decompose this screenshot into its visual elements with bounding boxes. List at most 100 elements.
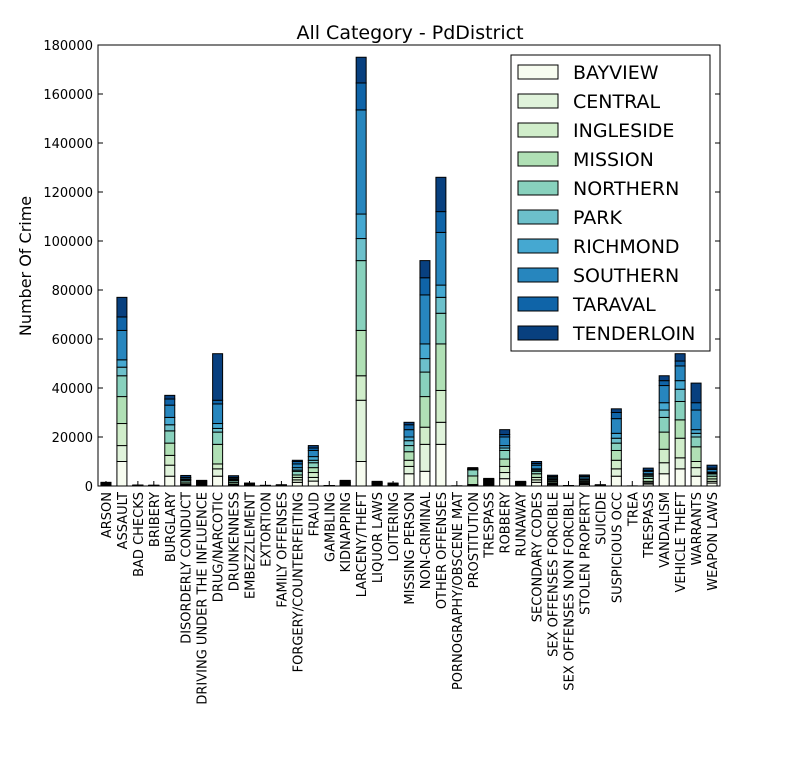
bar-segment — [499, 458, 511, 467]
bar-segment — [467, 469, 479, 477]
y-tick-label: 120000 — [43, 186, 93, 201]
legend-swatch — [517, 267, 559, 283]
x-tick-label: KIDNAPPING — [339, 492, 354, 572]
chart-title: All Category - PdDistrict — [296, 22, 523, 44]
x-tick-label: TREA — [626, 492, 641, 527]
x-tick-label: DRUG/NARCOTIC — [212, 492, 227, 602]
bar-segment — [610, 408, 622, 414]
bar-segment — [164, 398, 176, 406]
bar-segment — [116, 445, 128, 463]
bar-segment — [658, 402, 670, 411]
x-tick-label: SEX OFFENSES FORCIBLE — [547, 492, 562, 657]
bar-segment — [212, 353, 224, 401]
bar-segment — [435, 176, 447, 213]
x-tick-label: FAMILY OFFENSES — [275, 492, 290, 608]
legend-swatch — [517, 64, 559, 80]
legend-swatch — [517, 296, 559, 312]
x-tick-label: VANDALISM — [658, 492, 673, 568]
x-tick-label: WARRANTS — [690, 492, 705, 565]
bar-segment — [499, 429, 511, 436]
bar-segment — [658, 431, 670, 450]
bar-segment — [307, 480, 319, 487]
bar-segment — [674, 380, 686, 390]
x-tick-label: LIQUOR LAWS — [371, 492, 386, 583]
bar-segment — [180, 474, 192, 478]
bar-segment — [116, 316, 128, 331]
bar-segment — [355, 375, 367, 401]
bar-segment — [291, 463, 303, 469]
bar-segment — [419, 358, 431, 373]
bar-segment — [547, 474, 559, 477]
bar-segment — [610, 412, 622, 420]
bar-segment — [164, 430, 176, 444]
x-tick-label: FORGERY/COUNTERFEITING — [291, 492, 306, 672]
bar-segment — [371, 480, 383, 483]
y-tick-label: 80000 — [52, 284, 93, 299]
bar-segment — [419, 277, 431, 296]
bar-segment — [116, 366, 128, 377]
bar-segment — [435, 443, 447, 487]
bar-segment — [610, 475, 622, 487]
y-tick-label: 40000 — [52, 382, 93, 397]
x-tick-label: PORNOGRAPHY/OBSCENE MAT — [451, 492, 466, 690]
bar-segment — [116, 423, 128, 447]
legend-label: BAYVIEW — [573, 62, 659, 84]
bar-segment — [706, 464, 718, 469]
x-tick-label: OTHER OFFENSES — [435, 492, 450, 609]
bar-segment — [212, 423, 224, 429]
bar-segment — [674, 457, 686, 470]
x-tick-label: ARSON — [100, 492, 115, 538]
legend-label: MISSION — [573, 149, 654, 171]
legend-swatch — [517, 180, 559, 196]
bar-segment — [658, 416, 670, 433]
bar-segment — [674, 419, 686, 439]
bar-segment — [116, 359, 128, 368]
x-tick-label: EXTORTION — [259, 492, 274, 567]
bar-segment — [658, 448, 670, 464]
legend-swatch — [517, 93, 559, 109]
legend-label: SOUTHERN — [573, 265, 679, 287]
x-tick-label: LARCENY/THEFT — [355, 492, 370, 597]
bar-segment — [419, 426, 431, 445]
bar-segment — [690, 467, 702, 477]
bar-segment — [212, 431, 224, 445]
bar-segment — [307, 467, 319, 474]
x-tick-label: DRUNKENNESS — [228, 492, 243, 591]
legend-label: NORTHERN — [573, 178, 679, 200]
y-tick-label: 140000 — [43, 137, 93, 152]
bar-segment — [212, 427, 224, 433]
bar-segment — [212, 463, 224, 470]
bar-segment — [690, 446, 702, 462]
legend-label: INGLESIDE — [573, 120, 674, 142]
bar-segment — [419, 343, 431, 360]
bar-segment — [212, 399, 224, 405]
x-tick-label: SEX OFFENSES NON FORCIBLE — [562, 492, 577, 691]
bar-segment — [658, 473, 670, 487]
bar-segment — [674, 360, 686, 367]
bar-segment — [610, 432, 622, 439]
bar-segment — [212, 468, 224, 477]
x-tick-label: TRESPASS — [642, 492, 657, 559]
bar-segment — [610, 468, 622, 477]
bar-segment — [355, 56, 367, 84]
y-tick-label: 60000 — [52, 333, 93, 348]
bar-segment — [531, 461, 543, 464]
bar-segment — [435, 284, 447, 298]
bar-segment — [307, 472, 319, 478]
bar-segment — [291, 470, 303, 476]
bar-segment — [291, 459, 303, 462]
bar-segment — [690, 475, 702, 487]
bar-segment — [690, 409, 702, 431]
y-tick-label: 180000 — [43, 39, 93, 54]
bar-segment — [610, 459, 622, 470]
bar-segment — [690, 461, 702, 469]
bar-segment — [164, 464, 176, 477]
x-tick-label: MISSING PERSON — [403, 492, 418, 605]
bar-segment — [658, 462, 670, 475]
x-tick-label: SUSPICIOUS OCC — [610, 492, 625, 603]
bar-segment — [690, 402, 702, 411]
bar-segment — [403, 429, 415, 438]
legend-swatch — [517, 122, 559, 138]
x-tick-label: BURGLARY — [164, 492, 179, 562]
